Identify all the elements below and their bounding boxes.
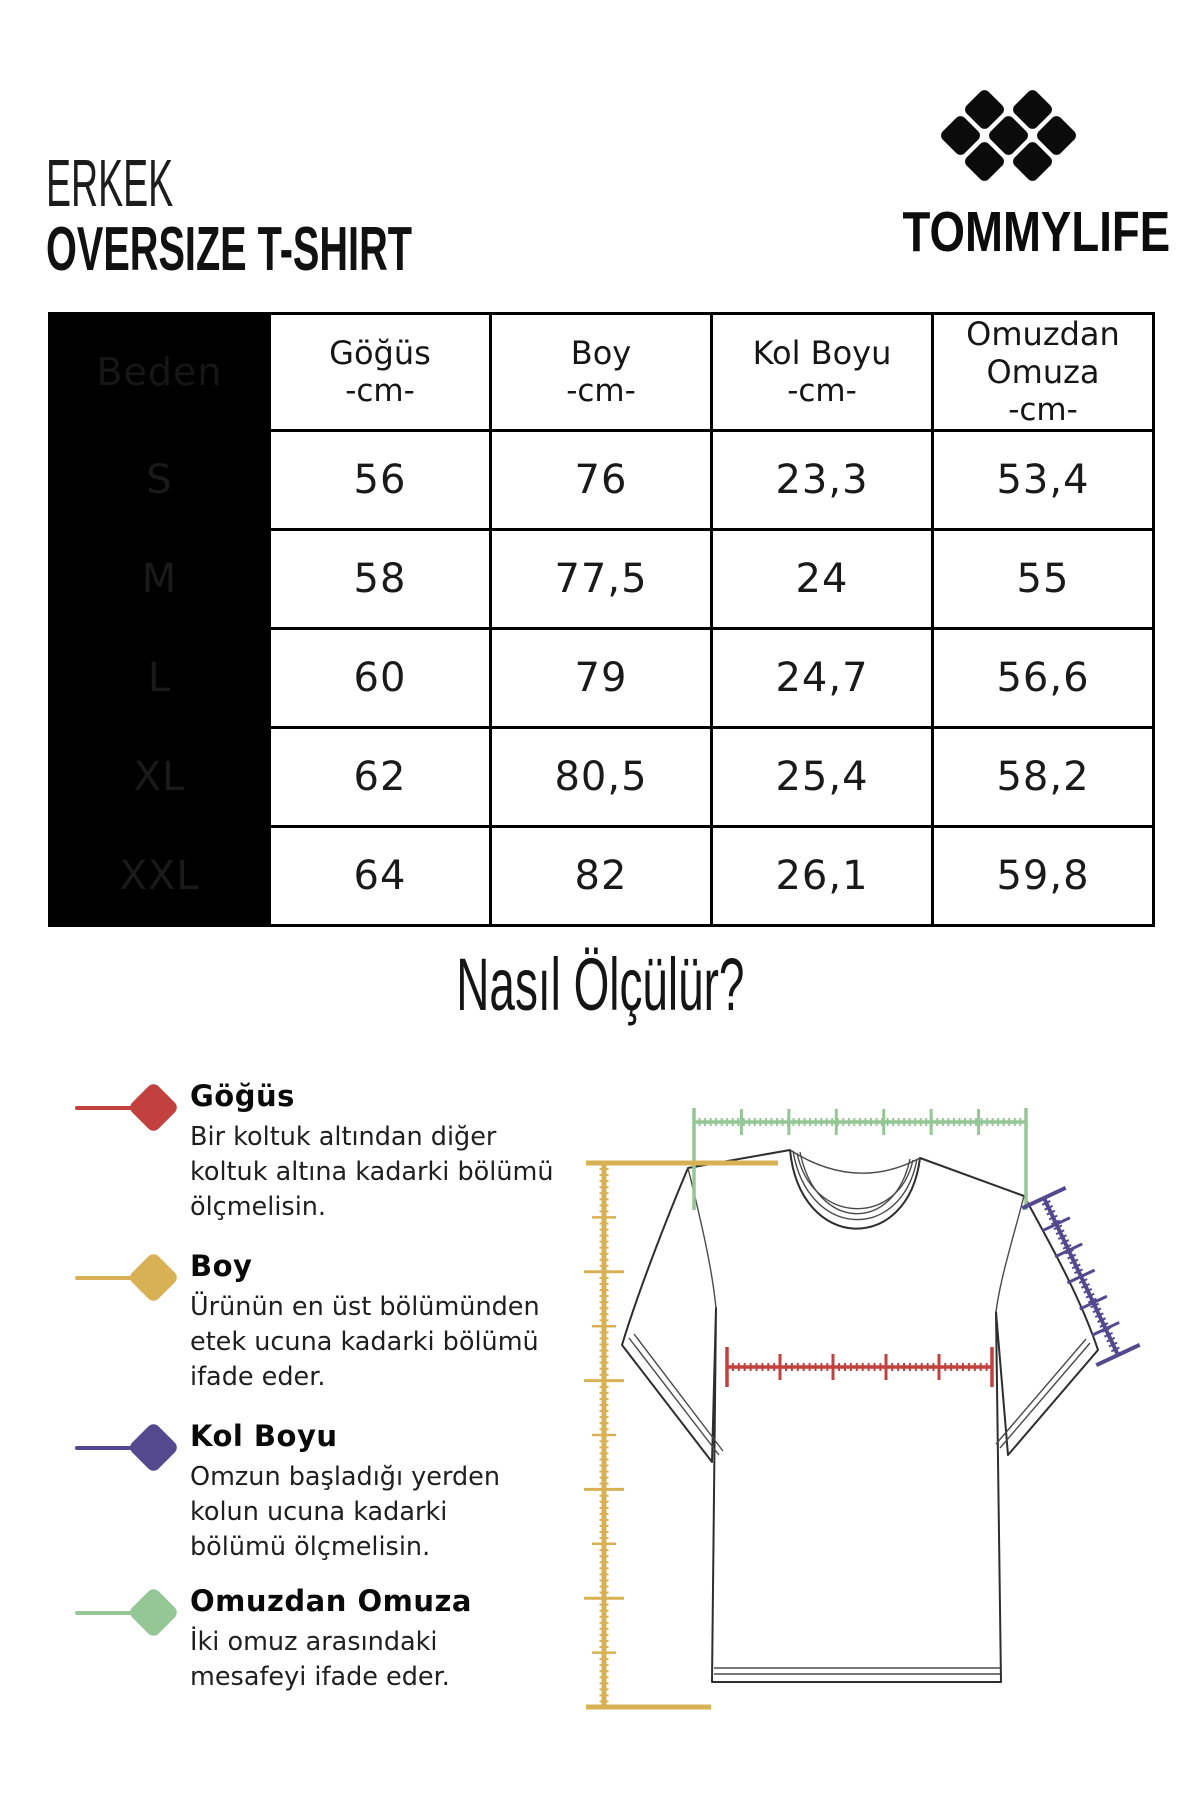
legend-description: Ürünün en üst bölümünden etek ucuna kada… bbox=[190, 1292, 540, 1392]
product-category: ERKEK bbox=[46, 146, 174, 221]
table-row: S 56 76 23,3 53,4 bbox=[48, 429, 1155, 531]
size-label: XXL bbox=[48, 825, 271, 927]
legend-item-sleeve: Kol Boyu Omzun başladığı yerden kolun uc… bbox=[75, 1418, 510, 1565]
length-marker-icon bbox=[75, 1251, 180, 1304]
diamond-icon bbox=[127, 1421, 180, 1474]
shoulder-ruler bbox=[692, 1108, 1028, 1210]
legend-item-chest: Göğüs Bir koltuk altından diğer koltuk a… bbox=[75, 1078, 580, 1225]
legend-description: İki omuz arasındaki mesafeyi ifade eder. bbox=[190, 1627, 450, 1692]
size-label: S bbox=[48, 429, 271, 531]
shoulder-marker-icon bbox=[75, 1586, 180, 1639]
size-label: M bbox=[48, 528, 271, 630]
table-row: XL 62 80,5 25,4 58,2 bbox=[48, 726, 1155, 828]
sleeve-ruler bbox=[1021, 1185, 1141, 1368]
size-table: Beden Göğüs -cm- Boy -cm- Kol Boyu -cm- Omu… bbox=[48, 312, 1155, 927]
shoulder-column-header: Omuzdan Omuza -cm- bbox=[931, 312, 1155, 432]
diamond-icon bbox=[127, 1586, 180, 1639]
product-name: OVERSIZE T-SHIRT bbox=[46, 215, 412, 284]
length-column-header: Boy -cm- bbox=[489, 312, 713, 432]
legend-title: Göğüs bbox=[190, 1079, 295, 1113]
legend-title: Boy bbox=[190, 1249, 253, 1283]
legend-title: Omuzdan Omuza bbox=[190, 1584, 472, 1618]
size-label: XL bbox=[48, 726, 271, 828]
chest-marker-icon bbox=[75, 1081, 180, 1134]
chest-column-header: Göğüs -cm- bbox=[268, 312, 492, 432]
diamond-icon bbox=[127, 1251, 180, 1304]
legend-item-length: Boy Ürünün en üst bölümünden etek ucuna … bbox=[75, 1248, 545, 1395]
chest-ruler bbox=[725, 1347, 994, 1387]
length-ruler bbox=[584, 1160, 778, 1710]
measurement-diagram bbox=[584, 1108, 1141, 1710]
brand-diamonds-logo-icon bbox=[936, 85, 1080, 185]
table-header-row: Beden Göğüs -cm- Boy -cm- Kol Boyu -cm- Omu… bbox=[48, 312, 1155, 432]
sleeve-column-header: Kol Boyu -cm- bbox=[710, 312, 934, 432]
legend-description: Omzun başladığı yerden kolun ucuna kadar… bbox=[190, 1462, 501, 1562]
table-row: L 60 79 24,7 56,6 bbox=[48, 627, 1155, 729]
table-row: XXL 64 82 26,1 59,8 bbox=[48, 825, 1155, 927]
legend-description: Bir koltuk altından diğer koltuk altına … bbox=[190, 1122, 554, 1222]
diamond-icon bbox=[127, 1081, 180, 1134]
tshirt-drawing-icon bbox=[621, 1149, 1099, 1683]
sleeve-marker-icon bbox=[75, 1421, 180, 1474]
legend-title: Kol Boyu bbox=[190, 1419, 338, 1453]
how-to-measure-title: Nasıl Ölçülür? bbox=[455, 943, 745, 1026]
legend-item-shoulder: Omuzdan Omuza İki omuz arasındaki mesafe… bbox=[75, 1583, 490, 1695]
brand-name: TOMMYLIFE bbox=[902, 200, 1171, 264]
size-column-header: Beden bbox=[48, 312, 271, 432]
size-label: L bbox=[48, 627, 271, 729]
table-row: M 58 77,5 24 55 bbox=[48, 528, 1155, 630]
